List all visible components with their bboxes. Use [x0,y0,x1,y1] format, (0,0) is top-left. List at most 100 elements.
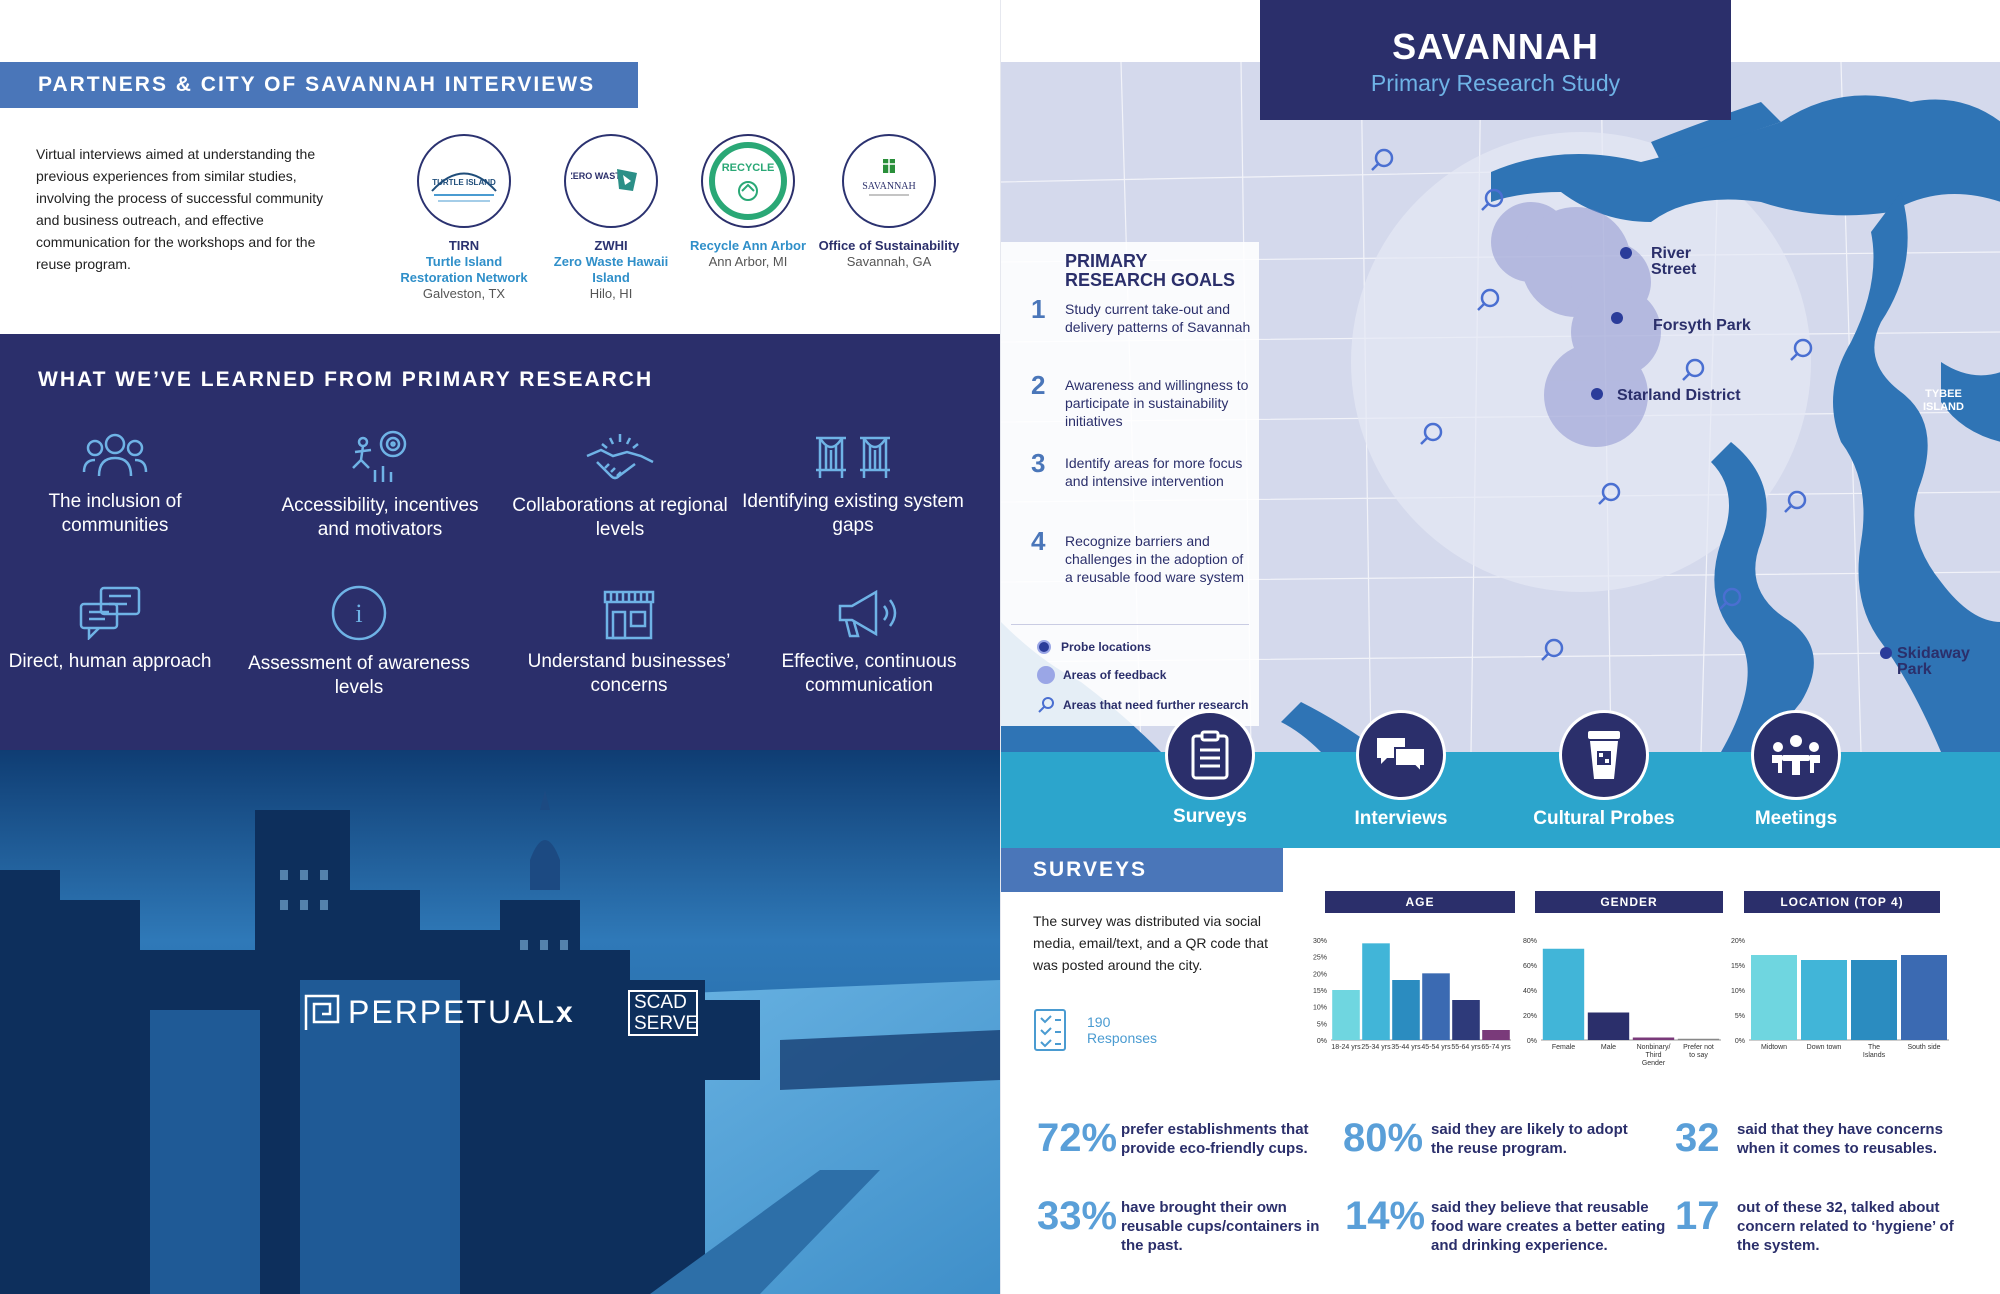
y-tick-label: 20% [1313,971,1327,978]
stat-text: said that they have concerns when it com… [1737,1121,1943,1157]
y-tick-label: 15% [1731,963,1745,970]
y-tick-label: 0% [1317,1038,1327,1045]
handshake-icon [586,434,654,480]
research-goals-panel: PRIMARY RESEARCH GOALS 1 Study current t… [1001,242,1259,726]
map-label-river-street-line2: Street [1651,261,1697,278]
x-tick-label: Down town [1807,1044,1842,1051]
responses-text: 190 Responses [1087,1014,1157,1046]
goals-heading-line1: PRIMARY [1065,251,1148,271]
y-tick-label: 0% [1735,1038,1745,1045]
x-tick-label: 18-24 yrs [1331,1044,1361,1051]
cultural-probes-icon-circle [1559,710,1649,800]
zero-waste-logo-text: ZERO WASTE [571,171,627,181]
y-tick-label: 10% [1313,1005,1327,1012]
bar-4 [1452,1000,1480,1040]
learn-item-label: Understand businesses’ concerns [527,651,731,696]
map-label-river-street: River Street [1651,246,1696,278]
y-tick-label: 30% [1313,938,1327,945]
legend-label: Areas that need further research [1063,698,1249,712]
partner-name: Zero Waste Hawaii Island [553,254,669,285]
learn-item-accessibility: Accessibility, incentives and motivators [265,428,495,542]
y-tick-label: 80% [1523,938,1537,945]
bridge-icon [816,436,890,478]
goal-text: Study current take-out and delivery patt… [1065,301,1251,335]
responses-label: Responses [1087,1030,1158,1046]
bar-2 [1392,980,1420,1040]
goal-number: 3 [1031,448,1046,478]
method-surveys: Surveys [1115,806,1305,828]
map-label-skidaway-line2: Park [1897,661,1932,678]
age-chart: 0% 5% 10% 15% 20% 25% 30% 18-24 yrs 25-34 yrs 35-… [1313,938,1511,1051]
learned-heading: WHAT WE’VE LEARNED FROM PRIMARY RESEARCH [38,368,654,391]
x-tick-label: 45-54 yrs [1421,1044,1451,1051]
right-page: River Street Forsyth Park Starland Distr… [1000,0,2000,1294]
partners-heading-text: PARTNERS & CITY OF SAVANNAH INTERVIEWS [38,73,596,96]
y-tick-label: 10% [1731,988,1745,995]
age-chart-title: AGE [1325,891,1515,913]
zero-waste-logo: ZERO WASTE [564,134,658,228]
method-label: Cultural Probes [1533,808,1675,829]
x-tick-label: 35-44 yrs [1391,1044,1421,1051]
info-icon: i [331,585,387,641]
meeting-icon [1772,735,1820,775]
partner-location: Galveston, TX [422,286,506,301]
map-label-skidaway-park: Skidaway Park [1897,646,1970,678]
learn-item-label: Identifying existing system gaps [742,491,964,536]
legend-label: Areas of feedback [1063,668,1167,682]
x-tick-label: Female [1552,1044,1575,1051]
map-label-tybee-island: TYBEE ISLAND [1923,388,1964,414]
partners-description: Virtual interviews aimed at understandin… [36,146,324,272]
learn-item-label: Effective, continuous communication [781,651,957,696]
bar-2 [1632,1037,1675,1040]
method-meetings: Meetings [1701,808,1891,830]
x-tick-label: Nonbinary/Third Gender [1637,1044,1671,1067]
learn-item-collaborations: Collaborations at regional levels [505,430,735,542]
y-tick-label: 40% [1523,988,1537,995]
turtle-island-logo-text: TURTLE ISLAND [432,178,496,187]
y-tick-label: 20% [1731,938,1745,945]
stat-value: 80% [1343,1116,1424,1160]
stat-text: said they are likely to adopt the reuse … [1431,1121,1628,1157]
partner-location: Ann Arbor, MI [708,254,788,269]
perpetual-mark-icon [304,994,340,1030]
x-tick-label: 25-34 yrs [1361,1044,1391,1051]
legend-probe-locations: Probe locations [1037,640,1151,654]
turtle-island-logo: TURTLE ISLAND [417,134,511,228]
partner-abbr: ZWHI [594,238,628,253]
learn-item-communication: Effective, continuous communication [754,588,984,698]
chat-bubbles-icon [1377,738,1426,775]
chat-icon [79,586,141,640]
research-methods-bar: Surveys Interviews Cultural Probes Meeti… [1001,752,2000,848]
learn-item-awareness: i Assessment of awareness levels [244,584,474,700]
svg-text:i: i [355,599,362,628]
surveys-heading: SURVEYS [1001,848,1283,892]
y-tick-label: 15% [1313,988,1327,995]
bar-1 [1587,1012,1630,1040]
learn-item-label: Direct, human approach [8,651,212,672]
goal-text: Recognize barriers and challenges in the… [1065,533,1244,585]
stat-text: out of these 32, talked about concern re… [1737,1199,1954,1254]
meetings-icon-circle [1751,710,1841,800]
y-tick-label: 5% [1317,1021,1327,1028]
learn-item-label: Accessibility, incentives and motivators [281,495,479,540]
bar-3 [1422,973,1450,1040]
x-tick-label: The Islands [1863,1044,1886,1059]
y-tick-label: 60% [1523,963,1537,970]
perpetual-wordmark: PERPETUAL [348,993,557,1030]
left-page: PARTNERS & CITY OF SAVANNAH INTERVIEWS V… [0,62,1000,1294]
method-label: Surveys [1173,806,1247,827]
surveys-heading-text: SURVEYS [1033,858,1147,881]
learn-item-communities: The inclusion of communities [0,430,230,538]
study-subtitle: Primary Research Study [1370,70,1621,96]
gender-chart-title: GENDER [1535,891,1723,913]
collab-x: x [556,996,573,1029]
map-label-river-street-line1: River [1651,245,1692,262]
y-tick-label: 0% [1527,1038,1537,1045]
x-tick-label: 65-74 yrs [1481,1044,1511,1051]
learn-item-system-gaps: Identifying existing system gaps [738,430,968,538]
bar-0 [1542,948,1585,1040]
x-tick-label: Prefer not to say [1683,1044,1714,1059]
x-tick-label: 55-64 yrs [1451,1044,1481,1051]
goals-heading: PRIMARY RESEARCH GOALS [1065,252,1235,290]
goal-number: 4 [1031,526,1046,556]
